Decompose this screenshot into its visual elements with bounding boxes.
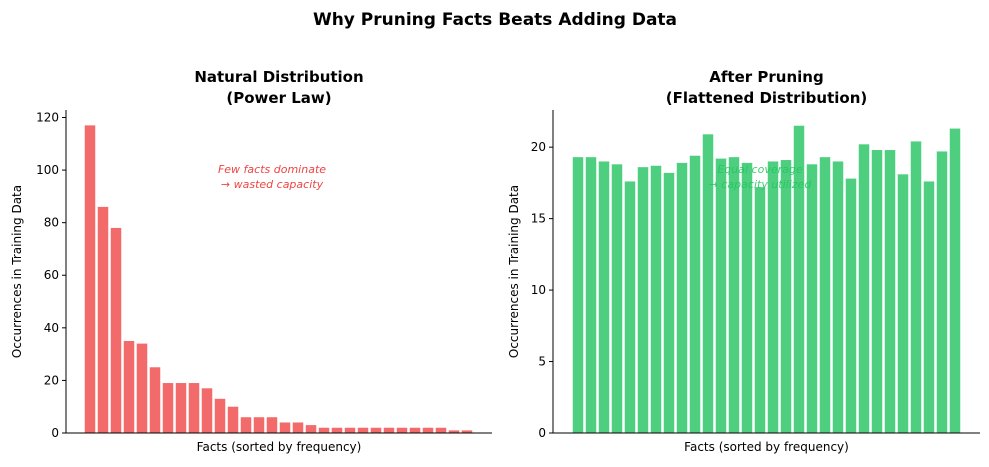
- chart-title-line: Natural Distribution: [194, 68, 363, 86]
- bar: [741, 162, 753, 433]
- right-chart-after-pruning: After Pruning (Flattened Distribution) Equ…: [507, 68, 980, 454]
- bar: [832, 161, 844, 433]
- annotation-text: Few facts dominate: [218, 163, 326, 176]
- annotation-text: → wasted capacity: [221, 178, 324, 191]
- bar: [936, 151, 948, 433]
- bar: [845, 178, 857, 433]
- y-axis-label: Occurrences in Training Data: [507, 185, 521, 358]
- bar: [409, 427, 421, 433]
- y-tick-label: 0: [51, 426, 59, 440]
- bar: [370, 427, 382, 433]
- bar: [383, 427, 395, 433]
- bar: [806, 164, 818, 433]
- bar: [305, 425, 317, 433]
- bar: [923, 181, 935, 433]
- bar: [344, 427, 356, 433]
- y-tick-label: 40: [44, 321, 59, 335]
- bar: [780, 160, 792, 433]
- annotation-text: → capacity utilized: [709, 178, 813, 191]
- left-chart-power-law: Natural Distribution (Power Law) Few facts…: [10, 68, 492, 454]
- y-tick-label: 5: [538, 355, 546, 369]
- bar: [136, 343, 148, 433]
- x-axis-label: Facts (sorted by frequency): [684, 440, 849, 454]
- bar: [149, 367, 161, 433]
- bar: [422, 427, 434, 433]
- bar: [650, 165, 662, 433]
- bar: [728, 157, 740, 434]
- y-axis-label: Occurrences in Training Data: [10, 185, 24, 358]
- bar: [279, 422, 291, 433]
- bar: [702, 134, 714, 434]
- bar: [754, 187, 766, 433]
- bar: [292, 422, 304, 433]
- bar: [572, 157, 584, 434]
- bar: [318, 427, 330, 433]
- y-tick-label: 80: [44, 216, 59, 230]
- bar: [689, 155, 701, 434]
- bar: [435, 427, 447, 433]
- bar: [201, 388, 213, 433]
- bar: [123, 340, 135, 433]
- chart-title-line: (Flattened Distribution): [666, 89, 868, 107]
- bar: [715, 158, 727, 433]
- bar: [357, 427, 369, 433]
- bar: [624, 181, 636, 433]
- y-tick-label: 20: [531, 140, 546, 154]
- bar: [84, 125, 96, 433]
- y-tick-label: 20: [44, 373, 59, 387]
- bar: [396, 427, 408, 433]
- x-axis-label: Facts (sorted by frequency): [197, 440, 362, 454]
- bar: [110, 227, 122, 433]
- bar: [253, 417, 265, 433]
- bar: [767, 161, 779, 433]
- bar: [897, 174, 909, 434]
- chart-title-line: After Pruning: [709, 68, 823, 86]
- bar: [793, 125, 805, 433]
- bar: [637, 167, 649, 433]
- bar: [949, 128, 961, 433]
- bar: [871, 150, 883, 433]
- y-tick-label: 100: [36, 163, 59, 177]
- bar: [598, 161, 610, 433]
- bar: [461, 430, 473, 433]
- bar: [663, 172, 675, 433]
- bar: [188, 383, 200, 433]
- bar: [611, 164, 623, 433]
- y-tick-label: 10: [531, 283, 546, 297]
- annotation-text: Equal coverage: [717, 163, 802, 176]
- bar: [97, 206, 109, 433]
- chart-title-line: (Power Law): [226, 89, 331, 107]
- bar: [676, 162, 688, 433]
- bar: [240, 417, 252, 433]
- figure-title: Why Pruning Facts Beats Adding Data: [313, 10, 677, 30]
- bar: [884, 150, 896, 433]
- bar: [910, 141, 922, 433]
- bar: [858, 144, 870, 433]
- y-tick-label: 15: [531, 212, 546, 226]
- y-tick-label: 60: [44, 268, 59, 282]
- y-tick-label: 0: [538, 426, 546, 440]
- bar: [585, 157, 597, 434]
- bar: [227, 406, 239, 433]
- bar: [214, 398, 226, 433]
- bar: [266, 417, 278, 433]
- bar: [175, 383, 187, 433]
- bar: [331, 427, 343, 433]
- bar: [162, 383, 174, 433]
- bar: [448, 430, 460, 433]
- y-tick-label: 120: [36, 110, 59, 124]
- bar: [819, 157, 831, 434]
